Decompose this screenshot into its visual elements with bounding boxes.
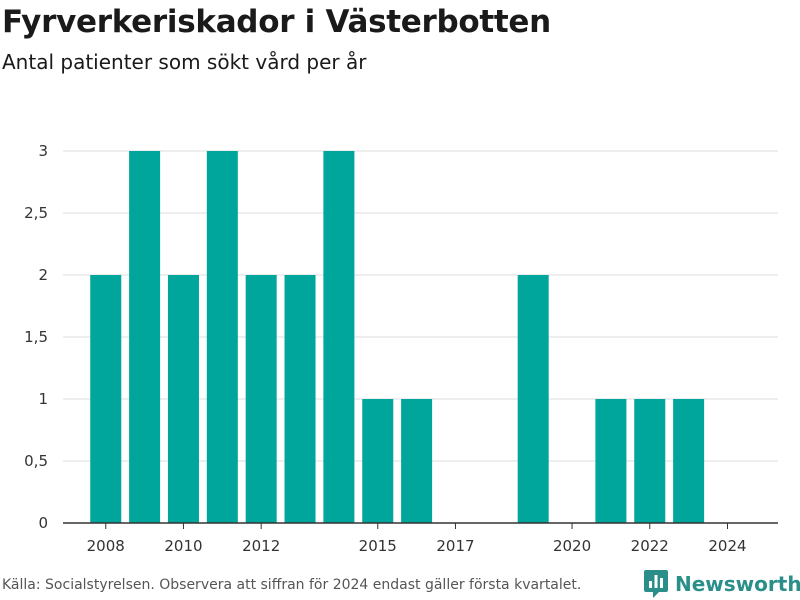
x-tick-label: 2017 [436,537,474,555]
bar [206,151,238,523]
x-tick-label: 2022 [631,537,669,555]
y-tick-label: 2,5 [24,204,48,222]
bar-chart-logo-icon [644,570,668,598]
bar [673,399,705,523]
y-tick-label: 1 [38,390,48,408]
brand-name: Newsworthy [675,572,800,596]
bar [129,151,161,523]
x-tick-label: 2024 [708,537,746,555]
y-tick-label: 3 [38,142,48,160]
bar [167,275,199,523]
bar [634,399,666,523]
y-tick-label: 1,5 [24,328,48,346]
bar [323,151,355,523]
bar [595,399,627,523]
brand-logo: Newsworthy [643,569,800,599]
x-tick-label: 2020 [553,537,591,555]
chart-title: Fyrverkeriskador i Västerbotten [2,4,551,40]
x-tick-label: 2008 [87,537,125,555]
bar [245,275,277,523]
bar [90,275,122,523]
x-tick-label: 2015 [359,537,397,555]
bar [401,399,433,523]
x-tick-label: 2012 [242,537,280,555]
y-tick-label: 0,5 [24,452,48,470]
y-tick-label: 2 [38,266,48,284]
chart-subtitle: Antal patienter som sökt vård per år [2,50,367,74]
source-note: Källa: Socialstyrelsen. Observera att si… [2,577,582,593]
bar [284,275,316,523]
y-tick-label: 0 [38,514,48,532]
bar [362,399,394,523]
x-tick-label: 2010 [164,537,202,555]
bar [517,275,549,523]
